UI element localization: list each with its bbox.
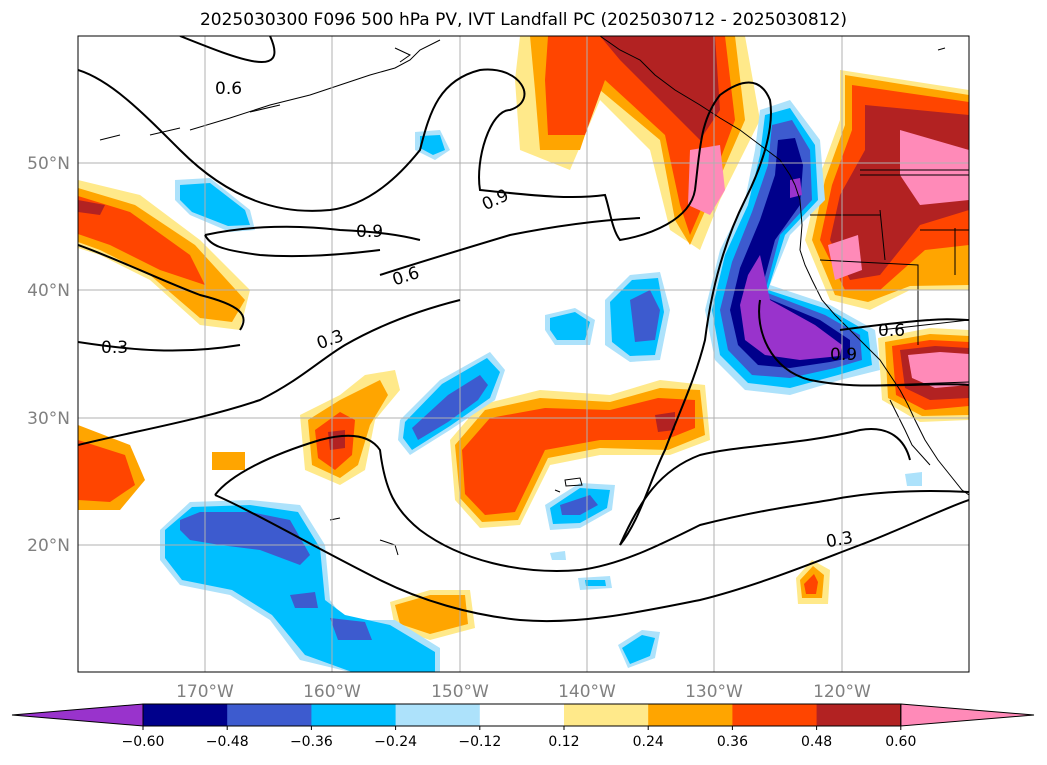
colorbar: −0.60 −0.48 −0.36 −0.24 −0.12 0.12 0.24 0.36 0.4… <box>11 703 1035 750</box>
shade-alaska-pink <box>688 145 725 215</box>
colorbar-tick-label: −0.12 <box>458 734 501 750</box>
colorbar-segment <box>227 704 312 726</box>
lon-label: 140°W <box>558 682 616 702</box>
colorbar-tick-label: −0.24 <box>374 734 417 750</box>
lat-label: 20°N <box>27 536 70 556</box>
lon-labels: 170°W 160°W 150°W 140°W 130°W 120°W <box>176 682 871 702</box>
colorbar-segment <box>479 704 565 726</box>
map-title: 2025030300 F096 500 hPa PV, IVT Landfall… <box>199 10 847 30</box>
contour-label: 0.3 <box>314 326 346 354</box>
colorbar-tick-label: 0.12 <box>548 734 579 750</box>
lat-label: 40°N <box>27 281 70 301</box>
colorbar-segment <box>143 704 228 726</box>
colorbar-tick-label: −0.60 <box>122 734 165 750</box>
colorbar-segment <box>395 704 481 726</box>
colorbar-segment <box>564 704 649 726</box>
contour-label: 0.9 <box>356 222 383 242</box>
lat-label: 50°N <box>27 154 70 174</box>
colorbar-tick-label: −0.36 <box>290 734 333 750</box>
lon-label: 130°W <box>685 682 743 702</box>
contour-0.6-mid <box>78 217 641 331</box>
pv-contours <box>78 36 969 623</box>
lon-label: 120°W <box>813 682 871 702</box>
lon-label: 170°W <box>176 682 234 702</box>
colorbar-extend-min <box>11 703 144 727</box>
lon-label: 150°W <box>431 682 489 702</box>
colorbar-tick-label: 0.36 <box>717 734 748 750</box>
contour-label: 0.6 <box>390 263 422 290</box>
map-frame <box>77 35 970 673</box>
colorbar-segment <box>648 704 733 726</box>
colorbar-frame <box>142 703 902 727</box>
contour-0.6-top <box>179 36 276 63</box>
colorbar-segment <box>732 704 818 726</box>
colorbar-tick-label: 0.24 <box>633 734 664 750</box>
shading-layer <box>78 36 969 672</box>
colorbar-tick-label: −0.48 <box>206 734 249 750</box>
colorbar-tick-label: 0.48 <box>801 734 832 750</box>
colorbar-extend-max <box>900 703 1035 727</box>
contour-label: 0.3 <box>824 528 854 552</box>
contour-label: 0.6 <box>878 321 905 341</box>
contour-0.9 <box>204 225 421 258</box>
colorbar-tick-label: 0.60 <box>885 734 916 750</box>
contour-label: 0.9 <box>830 345 857 365</box>
contour-0.3 <box>78 299 461 446</box>
lon-label: 160°W <box>303 682 361 702</box>
shade-coast-purple <box>740 255 842 360</box>
colorbar-segment <box>816 704 902 726</box>
coast-nw-us <box>794 184 969 496</box>
lat-labels: 50°N 40°N 30°N 20°N <box>27 154 70 556</box>
gridlines <box>78 36 969 672</box>
contour-label: 0.6 <box>215 79 242 99</box>
lat-label: 30°N <box>27 409 70 429</box>
contour-label: 0.3 <box>101 338 128 358</box>
colorbar-segment <box>311 704 397 726</box>
